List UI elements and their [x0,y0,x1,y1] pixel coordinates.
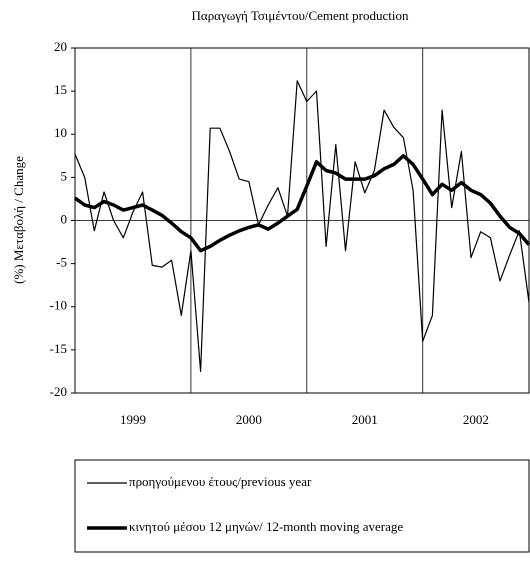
legend-label: κινητού μέσου 12 μηνών/ 12-month moving … [129,519,403,534]
y-tick-label: -20 [50,384,67,399]
y-tick-label: -10 [50,298,67,313]
y-tick-label: 20 [54,39,67,54]
x-tick-label: 2000 [236,412,262,427]
y-tick-label: 10 [54,125,67,140]
y-tick-label: 0 [61,211,68,226]
y-tick-label: 15 [54,82,67,97]
legend-box [74,459,530,553]
y-tick-label: 5 [61,168,68,183]
x-tick-label: 1999 [120,412,146,427]
series-line [73,154,530,253]
y-axis-label: (%) Μεταβολή / Change [11,156,26,284]
x-tick-label: 2002 [463,412,489,427]
legend-label: προηγούμενου έτους/previous year [129,474,312,489]
chart-title: Παραγωγή Τσιμέντου/Cement production [192,8,409,23]
y-tick-label: -5 [56,255,67,270]
x-tick-label: 2001 [352,412,378,427]
series-line [74,80,530,372]
y-tick-label: -15 [50,341,67,356]
